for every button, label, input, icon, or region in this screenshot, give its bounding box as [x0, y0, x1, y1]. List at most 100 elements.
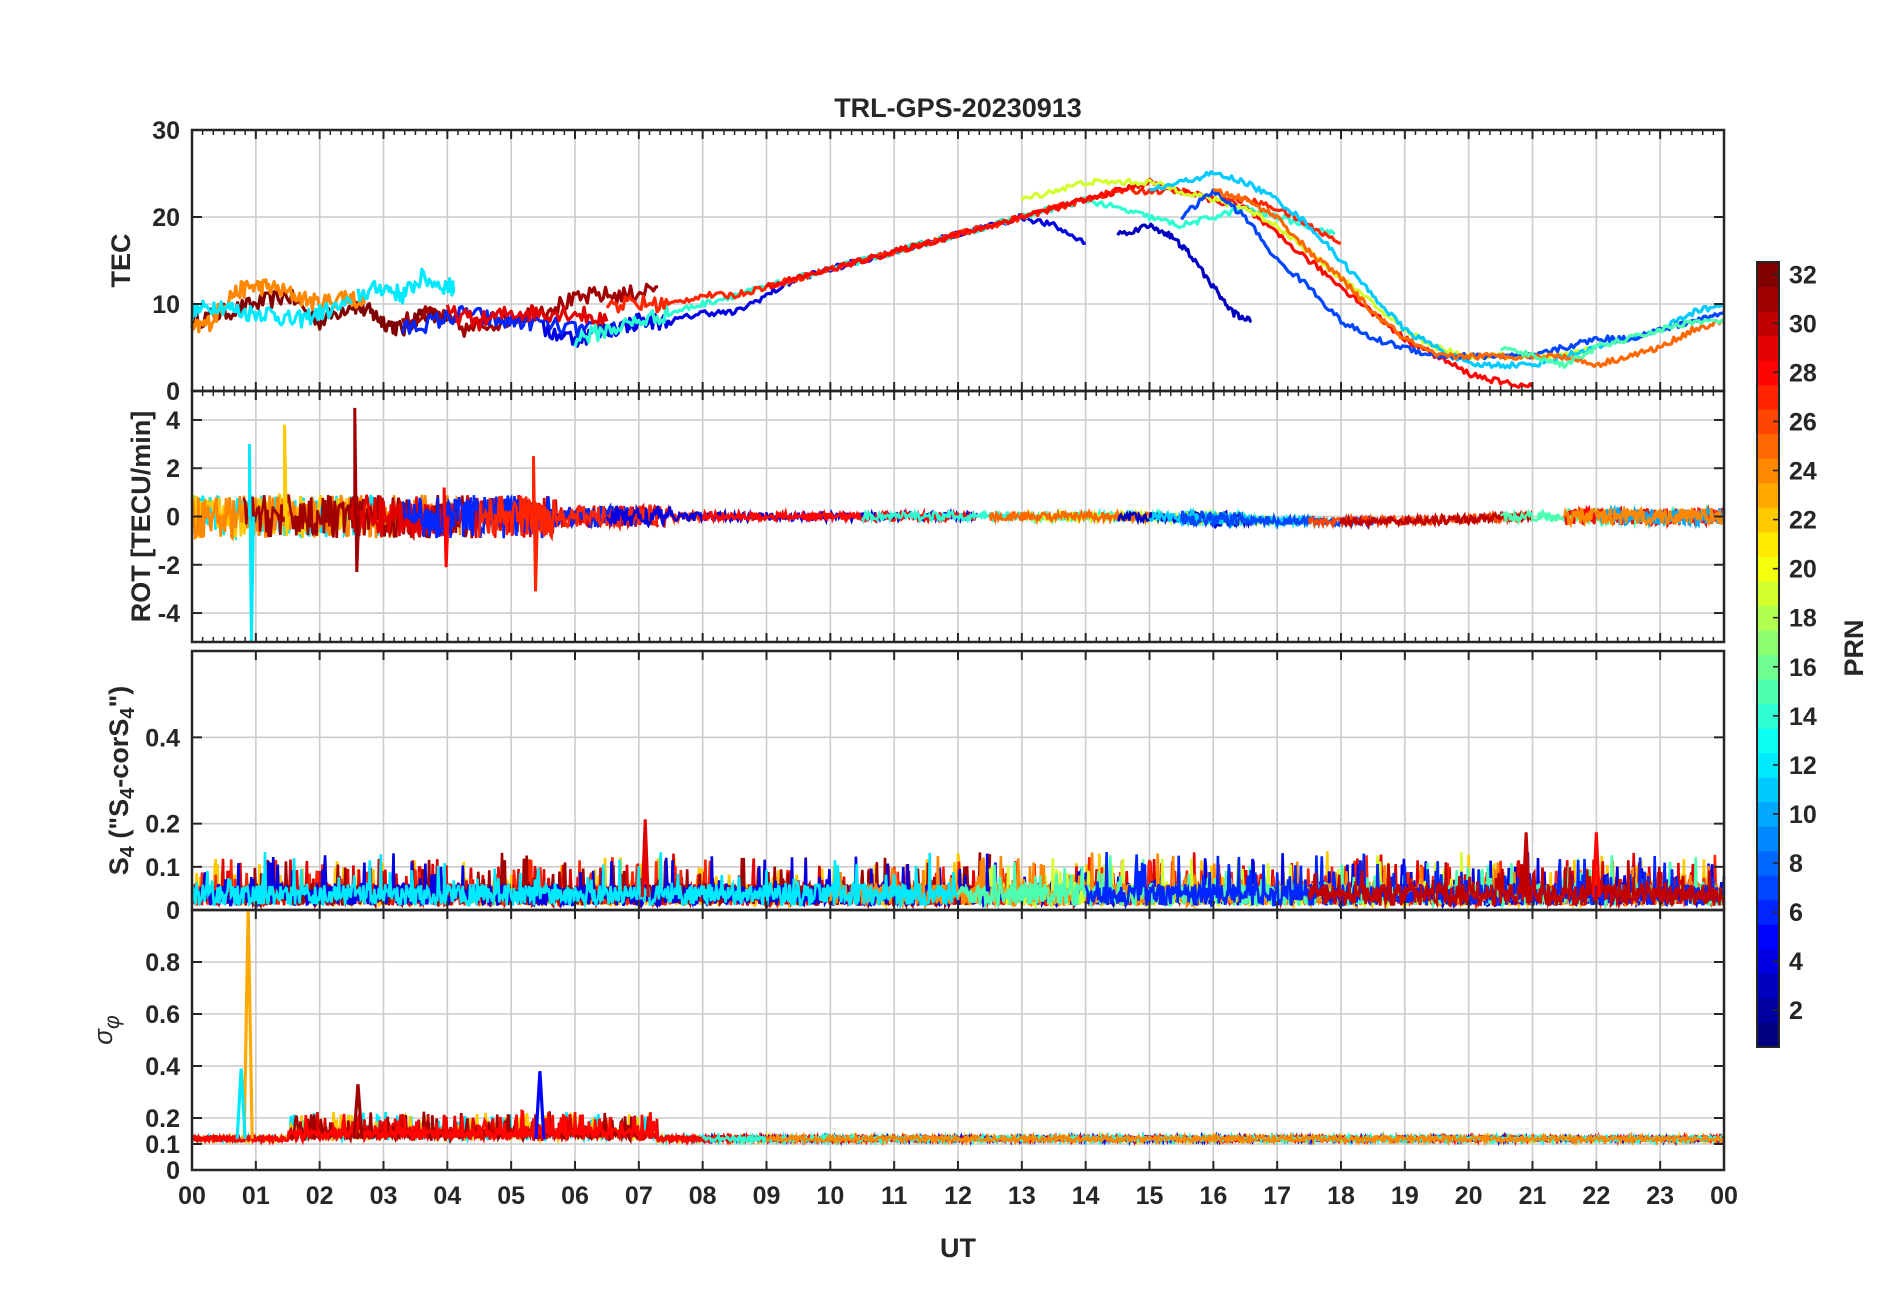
rot-spike: [283, 424, 291, 536]
y-tick-label: 0: [166, 897, 180, 925]
colorbar-swatch: [1757, 850, 1779, 876]
colorbar-tick-label: 2: [1789, 997, 1803, 1025]
s4-peak: [640, 819, 650, 898]
tec-series-prn-14: [573, 196, 1336, 348]
colorbar-swatch: [1757, 973, 1779, 999]
plot-area: [190, 819, 1726, 911]
y-tick-label: 0.1: [145, 1131, 180, 1159]
colorbar-swatch: [1757, 801, 1779, 827]
y-axis-label: ROT [TECU/min]: [126, 411, 156, 622]
colorbar-swatch: [1757, 728, 1779, 754]
y-axis-label: S4 ("S4-corS4"): [104, 686, 139, 876]
colorbar-tick-label: 22: [1789, 507, 1817, 535]
panel-tec: 0 10 20 30 TEC: [106, 117, 1726, 406]
tec-series-prn-4: [541, 213, 1086, 348]
tec-series-prn-12: [356, 267, 456, 305]
colorbar-swatch: [1757, 679, 1779, 705]
x-tick-label: 02: [306, 1182, 334, 1210]
colorbar-swatch: [1757, 531, 1779, 557]
y-tick-label: 0.8: [145, 949, 180, 977]
colorbar-swatch: [1757, 384, 1779, 410]
tec-series-prn-15: [1499, 318, 1725, 370]
colorbar-swatch: [1757, 826, 1779, 852]
y-axis-label: TEC: [106, 234, 136, 288]
plot-area: [190, 407, 1726, 643]
x-tick-label: 21: [1519, 1182, 1547, 1210]
y-axis-label: σφ: [88, 1015, 124, 1045]
colorbar-tick-label: 6: [1789, 899, 1803, 927]
x-tick-label: 04: [433, 1182, 461, 1210]
panel-sigma-phi: 00.10.2 0.4 0.6 0.8 00 01 02 03 04 05 06 07 08 09 10 11…: [88, 908, 1738, 1210]
sigma-peak: [235, 1068, 247, 1139]
colorbar-swatch: [1757, 654, 1779, 680]
panel-rot: -4 -2 0 2 4 ROT [TECU/min]: [126, 389, 1726, 644]
colorbar-swatch: [1757, 335, 1779, 361]
rot-spike: [353, 407, 361, 573]
s4-series-prn-12: [190, 851, 960, 909]
x-tick-label: 20: [1455, 1182, 1483, 1210]
x-tick-label: 01: [242, 1182, 270, 1210]
y-axis-label-part: "): [104, 686, 134, 708]
s4-series-prn-30: [1307, 850, 1726, 909]
colorbar-tick-label: 30: [1789, 310, 1817, 338]
y-tick-label: 0.2: [145, 811, 180, 839]
colorbar-tick-label: 14: [1789, 703, 1817, 731]
x-tick-label: 09: [753, 1182, 781, 1210]
colorbar-swatch: [1757, 482, 1779, 508]
panel-s4: 00.10.20.4S4 ("S4-corS4"): [104, 649, 1726, 925]
y-tick-label: 0: [166, 1157, 180, 1185]
colorbar-swatch: [1757, 458, 1779, 484]
y-tick-label: 0.4: [145, 1053, 180, 1081]
colorbar-swatch: [1757, 580, 1779, 606]
y-tick-label: -2: [158, 552, 180, 580]
x-tick-label: 17: [1263, 1182, 1291, 1210]
colorbar-swatch: [1757, 703, 1779, 729]
s4-peak: [1591, 832, 1601, 898]
y-axis-label-part: σ: [88, 1028, 118, 1045]
tec-series-prn-25: [1213, 188, 1725, 368]
colorbar-tick-label: 16: [1789, 654, 1817, 682]
y-tick-label: 0.6: [145, 1001, 180, 1029]
x-tick-label: 00: [1710, 1182, 1738, 1210]
colorbar-tick-label: 8: [1789, 850, 1803, 878]
rot-spike: [247, 444, 255, 643]
sigma-peak: [534, 1071, 546, 1139]
tec-series-prn-29: [445, 304, 609, 332]
colorbar-swatch: [1757, 360, 1779, 386]
colorbar-tick-label: 28: [1789, 359, 1817, 387]
s4-peak: [1521, 832, 1531, 898]
y-tick-label: 0: [166, 504, 180, 532]
x-tick-label: 16: [1199, 1182, 1227, 1210]
colorbar-tick-label: 12: [1789, 752, 1817, 780]
colorbar-swatch: [1757, 262, 1779, 288]
x-tick-label: 06: [561, 1182, 589, 1210]
colorbar-swatch: [1757, 507, 1779, 533]
figure-title: TRL-GPS-20230913: [834, 93, 1082, 123]
x-tick-label: 10: [816, 1182, 844, 1210]
y-tick-label: 10: [152, 291, 180, 319]
x-tick-label: 13: [1008, 1182, 1036, 1210]
colorbar-swatch: [1757, 899, 1779, 925]
y-axis-label-part: φ: [101, 1015, 124, 1029]
tec-series-prn-3: [1116, 222, 1252, 323]
sigma-peak: [242, 909, 254, 1139]
colorbar-swatch: [1757, 605, 1779, 631]
y-tick-label: 2: [166, 455, 180, 483]
rot-series-prn-24: [1563, 505, 1726, 529]
x-axis-label: UT: [940, 1233, 976, 1263]
colorbar-swatch: [1757, 556, 1779, 582]
x-tick-label: 23: [1646, 1182, 1674, 1210]
colorbar-swatch: [1757, 875, 1779, 901]
plot-area: [190, 170, 1725, 389]
x-tick-label: 18: [1327, 1182, 1355, 1210]
x-tick-label: 15: [1136, 1182, 1164, 1210]
x-tick-label: 14: [1072, 1182, 1100, 1210]
sigma-peak: [352, 1084, 364, 1139]
colorbar-swatch: [1757, 433, 1779, 459]
rot-spike: [532, 456, 540, 592]
colorbar-swatch: [1757, 311, 1779, 337]
y-tick-label: 0.2: [145, 1105, 180, 1133]
x-tick-label: 22: [1582, 1182, 1610, 1210]
